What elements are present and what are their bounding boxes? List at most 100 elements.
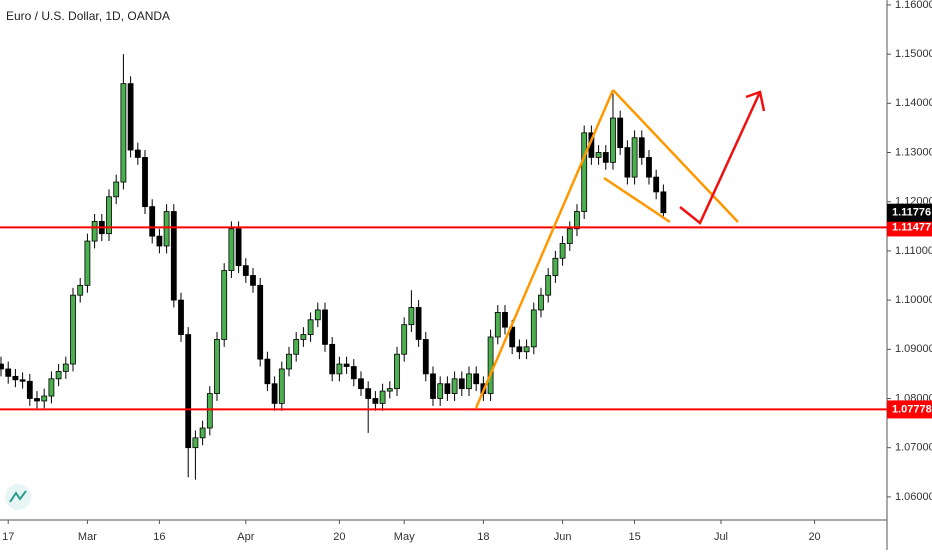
candle-body [466, 373, 472, 390]
candle-body [120, 83, 127, 183]
x-tick-label: 17 [2, 531, 14, 543]
candle-body [602, 152, 609, 163]
candle-body [653, 176, 660, 193]
candle-body [372, 398, 379, 404]
price-label-box [887, 218, 932, 237]
candle-body [134, 149, 141, 158]
candle-body [48, 378, 55, 397]
candle-body [595, 152, 602, 158]
candle-body [394, 353, 400, 390]
candle-body [401, 324, 408, 355]
candle-body [214, 339, 220, 394]
y-tick-label: 1.07000 [895, 442, 932, 454]
y-tick-label: 1.11000 [895, 245, 932, 257]
candle-body [250, 275, 256, 286]
candle-body [408, 307, 415, 326]
candle-body [127, 83, 134, 151]
candle-body [646, 157, 652, 178]
trend-line [474, 89, 615, 409]
candle-body [12, 375, 19, 381]
candle-body [199, 427, 206, 439]
candle-body [149, 206, 156, 237]
y-tick-label: 1.10000 [895, 294, 932, 306]
candle-body [523, 346, 530, 353]
price-label: 1.11477 [892, 221, 931, 233]
candle-body [178, 299, 184, 335]
candle-body [113, 181, 120, 198]
candle-body [458, 378, 465, 390]
price-label-box [887, 400, 932, 419]
candle-body [502, 311, 508, 328]
candle-body [41, 395, 48, 402]
candle-body [545, 275, 552, 296]
candle-body [307, 319, 314, 335]
candle-body [156, 235, 163, 247]
candle-body [206, 393, 213, 429]
y-tick-label: 1.15000 [895, 48, 932, 60]
candle-body [271, 383, 278, 404]
candle-body [278, 368, 285, 404]
candle-body [358, 378, 364, 390]
candle-body [566, 228, 573, 244]
candle-body [26, 380, 33, 399]
x-tick-label: 20 [808, 531, 820, 543]
candle-body [538, 294, 544, 311]
candle-body [5, 368, 12, 377]
candle-body [142, 157, 148, 208]
candle-body [170, 211, 177, 301]
y-tick-label: 1.14000 [895, 97, 932, 109]
plot [0, 54, 887, 480]
candle-body [660, 191, 667, 214]
candle-body [494, 311, 501, 338]
y-tick-label: 1.16000 [895, 0, 932, 11]
candle-body [610, 117, 616, 163]
candle-body [257, 284, 264, 360]
x-tick-label: Mar [78, 531, 97, 543]
candle-body [329, 343, 336, 375]
candle-body [516, 346, 523, 353]
candle-body [415, 307, 422, 340]
candle-body [336, 363, 343, 375]
candle-body [293, 339, 300, 355]
trend-line [612, 89, 739, 223]
candle-body [638, 137, 645, 158]
candle-body [487, 336, 494, 394]
y-tick-label: 1.13000 [895, 146, 932, 158]
candle-body [530, 309, 537, 348]
candle-body [552, 257, 559, 276]
candle-body [473, 373, 480, 385]
candle-body [0, 363, 4, 370]
candle-body [91, 220, 98, 242]
candle-body [365, 388, 372, 399]
candle-body [70, 294, 76, 365]
chart-title: Euro / U.S. Dollar, 1D, OANDA [6, 9, 170, 23]
x-tick-label: Jun [554, 531, 572, 543]
last-price-box [887, 203, 932, 222]
candle-body [221, 270, 228, 340]
candle-body [300, 334, 307, 340]
x-tick-label: Jul [714, 531, 728, 543]
candle-body [444, 383, 451, 394]
arrow-head [745, 90, 766, 112]
x-tick-label: May [394, 531, 415, 543]
candle-body [192, 437, 199, 449]
x-tick-label: 20 [333, 531, 345, 543]
logo-mark [9, 490, 27, 503]
candle-body [631, 137, 638, 178]
x-tick-label: 18 [477, 531, 489, 543]
candle-body [84, 240, 91, 286]
candle-body [617, 117, 624, 148]
candle-body [235, 228, 242, 267]
candle-body [574, 211, 580, 230]
candle-body [228, 228, 235, 271]
trend-line [603, 176, 671, 224]
drawings [474, 89, 766, 409]
logo [5, 484, 31, 510]
candle-body [343, 363, 350, 367]
x-tick-label: Apr [237, 531, 254, 543]
candle-body [322, 309, 328, 345]
candle-body [242, 265, 249, 276]
candle-body [19, 379, 26, 382]
